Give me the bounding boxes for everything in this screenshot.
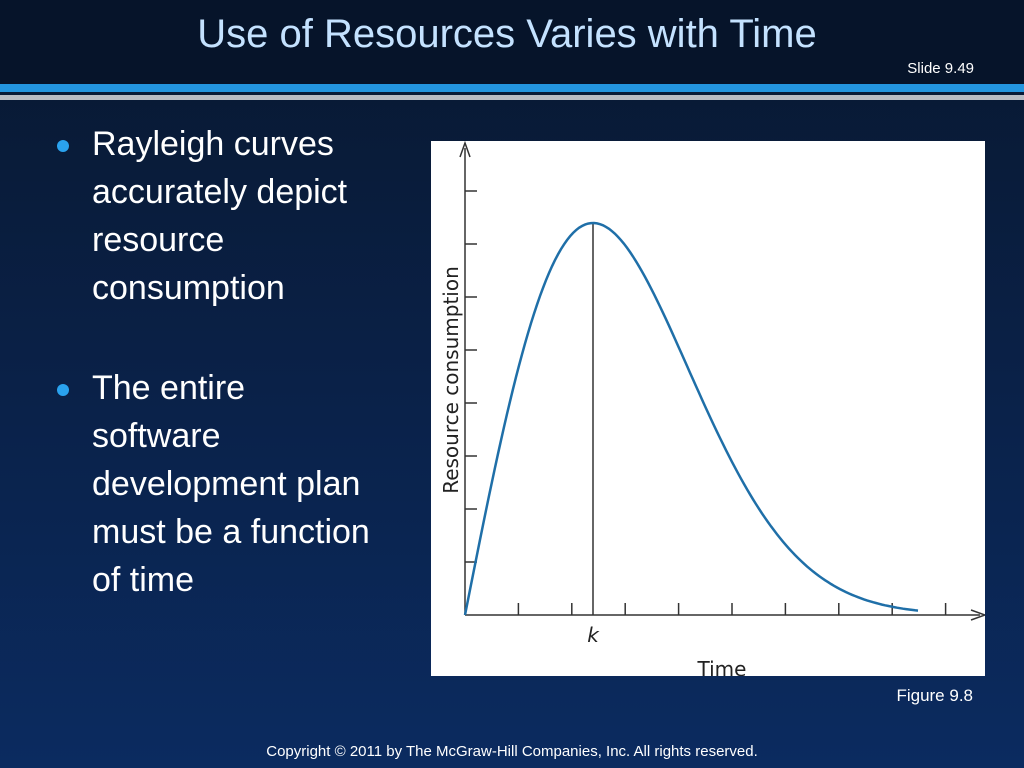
x-axis-label: Time (697, 657, 747, 676)
arrow (459, 141, 471, 158)
slide-number: Slide 9.49 (907, 60, 974, 77)
bullet: Rayleigh curves accurately depict resour… (50, 120, 370, 312)
rayleigh-curve (463, 221, 919, 616)
slide-title: Use of Resources Varies with Time (197, 12, 817, 56)
copyright: Copyright © 2011 by The McGraw-Hill Comp… (266, 743, 758, 760)
header-rule (0, 95, 1024, 100)
k-marker: k (587, 623, 600, 647)
bullet-list: Rayleigh curves accurately depict resour… (50, 120, 370, 656)
bullet: The entire software development plan mus… (50, 364, 370, 604)
header-rule (0, 84, 1024, 92)
header-band (0, 0, 1024, 84)
figure: Resource consumption k Time (431, 141, 985, 676)
figure-bg (431, 141, 985, 676)
axes (459, 141, 985, 621)
figure-caption: Figure 9.8 (896, 686, 973, 705)
arrow (970, 609, 985, 621)
y-axis-label: Resource consumption (439, 266, 463, 494)
